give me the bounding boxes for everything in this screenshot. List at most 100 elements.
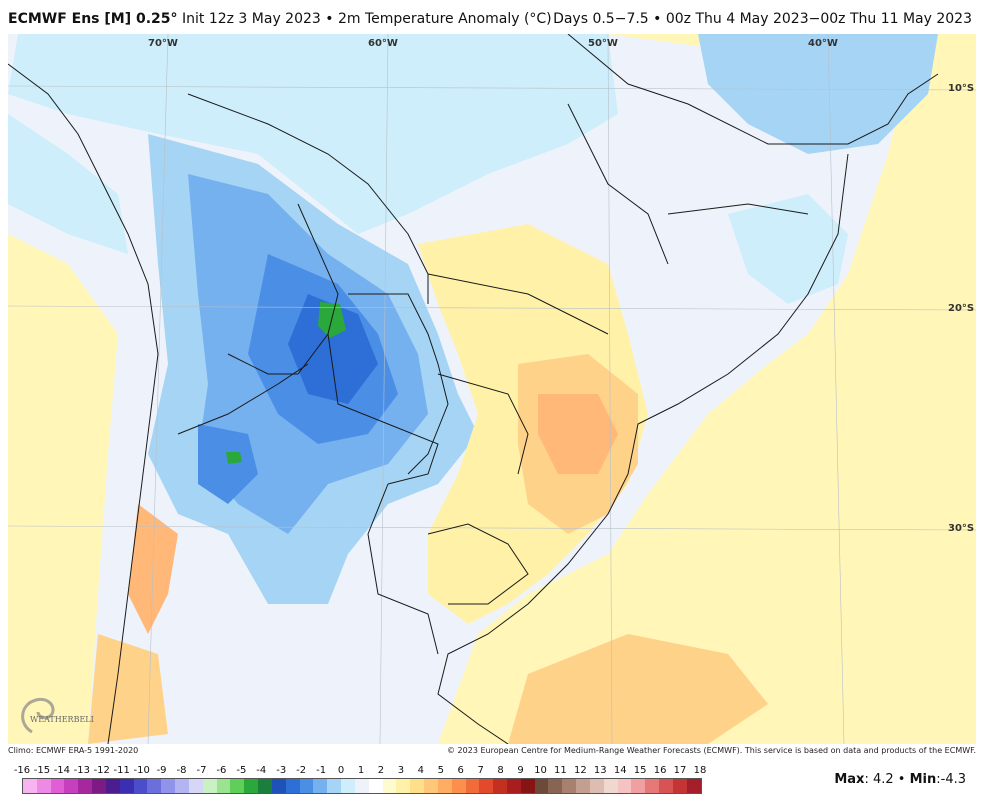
valid-period: Days 0.5−7.5 • 00z Thu 4 May 2023−00z Th… — [553, 11, 972, 27]
colorbar-swatch — [589, 779, 604, 793]
paraguay-border-south — [327, 333, 439, 485]
colorbar-tick-label: -11 — [113, 765, 130, 776]
colorbar-tick-label: 10 — [534, 765, 547, 776]
colorbar-swatch — [479, 779, 494, 793]
colorbar-swatch — [258, 779, 272, 793]
borders-and-coastlines — [8, 34, 939, 744]
colorbar-tick-label: -10 — [133, 765, 150, 776]
colorbar-tick-label: -7 — [196, 765, 207, 776]
colorbar-swatch — [451, 779, 466, 793]
colorbar-swatch — [36, 779, 51, 793]
max-min-separator: • — [893, 772, 910, 787]
colorbar-tick-label: 17 — [673, 765, 687, 776]
colorbar-tick-label: 9 — [517, 765, 524, 776]
warm-anomaly-inner — [538, 394, 618, 474]
uruguay-border — [427, 523, 529, 605]
colorbar-tick-label: 2 — [377, 765, 385, 776]
east-coastline — [437, 153, 849, 744]
colorbar-tick-label: 1 — [357, 765, 365, 776]
copyright-credit: © 2023 European Centre for Medium-Range … — [447, 746, 976, 755]
colorbar-swatch — [368, 779, 383, 793]
colorbar-swatch — [119, 779, 134, 793]
argentina-east-border — [367, 483, 439, 655]
colorbar-swatch — [202, 779, 217, 793]
weatherbell-logo-icon: WEATHERBELL — [21, 697, 94, 734]
colorbar-swatch — [188, 779, 203, 793]
pacific-cool-region — [8, 114, 128, 254]
colorbar-tick-label: 16 — [653, 765, 667, 776]
colorbar-swatch — [244, 779, 259, 793]
pacific-warm-region — [8, 234, 118, 744]
map-canvas — [8, 34, 976, 744]
lat-label-10s: 10°S — [948, 83, 975, 94]
colorbar-swatch — [520, 779, 535, 793]
lat-label-20s: 20°S — [948, 303, 975, 314]
argentina-bolivia-border — [177, 363, 309, 435]
east-cool-patch — [728, 194, 848, 304]
colorbar-swatch — [534, 779, 549, 793]
colorbar-tick-label: 6 — [457, 765, 464, 776]
colorbar-swatch — [175, 779, 189, 793]
colorbar-tick-label: -9 — [156, 765, 167, 776]
max-label: Max — [834, 772, 865, 787]
colorbar-swatch — [603, 779, 618, 793]
colorbar-swatch — [147, 779, 162, 793]
colorbar-tick-label: 4 — [417, 765, 424, 776]
colorbar-tick-label: -1 — [316, 765, 327, 776]
colorbar-tick-label: -3 — [276, 765, 287, 776]
northeast-cool-region — [698, 34, 938, 154]
colorbar-tick-label: 18 — [693, 765, 707, 776]
north-cool-region — [8, 34, 618, 234]
colorbar-tick-label: -6 — [216, 765, 227, 776]
colorbar-swatch — [64, 779, 79, 793]
lat-label-30s: 30°S — [948, 523, 975, 534]
lon-label-50w: 50°W — [588, 38, 618, 49]
colorbar-swatch — [327, 779, 342, 793]
brazil-state-line-3 — [427, 273, 609, 335]
colorbar-tick-label: -8 — [176, 765, 187, 776]
map-header: ECMWF Ens [M] 0.25° Init 12z 3 May 2023 … — [0, 0, 984, 34]
colorbar-swatch — [341, 779, 355, 793]
west-coastline — [8, 63, 159, 744]
colorbar-swatch — [410, 779, 425, 793]
north-coastline — [567, 34, 939, 145]
anomaly-map — [8, 34, 976, 744]
colorbar-swatch — [216, 779, 231, 793]
colorbar-swatch — [659, 779, 673, 793]
lon-label-60w: 60°W — [368, 38, 398, 49]
colorbar-swatch — [576, 779, 590, 793]
colorbar-tick-label: 5 — [437, 765, 444, 776]
colorbar-tick-label: -5 — [236, 765, 247, 776]
brazil-state-line-2 — [567, 103, 669, 265]
graticule — [8, 34, 976, 744]
colorbar-swatch — [299, 779, 314, 793]
colorbar-swatch — [493, 779, 507, 793]
colorbar-tick-label: 3 — [397, 765, 405, 776]
bolivia-border — [227, 203, 339, 375]
colorbar-swatch — [548, 779, 563, 793]
warm-ocean-region — [438, 34, 976, 744]
cold-anomaly-core — [288, 294, 378, 404]
colorbar-swatch — [354, 779, 369, 793]
south-atlantic-warm-patch — [508, 634, 768, 744]
colorbar-tick-label: -2 — [296, 765, 307, 776]
colorbar-tick-label: -15 — [33, 765, 51, 776]
colorbar-swatch — [382, 779, 397, 793]
max-min-readout: Max: 4.2 • Min:-4.3 — [834, 772, 966, 787]
min-value: -4.3 — [940, 772, 966, 787]
colorbar-swatch — [133, 779, 148, 793]
colorbar-tick-label: 12 — [573, 765, 587, 776]
brazil-state-line-1 — [437, 373, 529, 475]
colorbar-swatch — [271, 779, 286, 793]
colorbar-tick-label: 7 — [477, 765, 484, 776]
colorbar-swatch — [424, 779, 438, 793]
colorbar-swatch — [23, 779, 37, 793]
colorbar-swatch — [396, 779, 411, 793]
colorbar-swatch — [105, 779, 120, 793]
colorbar-swatch — [50, 779, 65, 793]
credits-bar: Climo: ECMWF ERA-5 1991-2020 © 2023 Euro… — [8, 746, 976, 758]
init-and-variable: Init 12z 3 May 2023 • 2m Temperature Ano… — [177, 11, 552, 27]
colorbar-tick-label: -14 — [53, 765, 71, 776]
colorbar-swatch — [672, 779, 687, 793]
colorbar-tick-label: -16 — [13, 765, 31, 776]
